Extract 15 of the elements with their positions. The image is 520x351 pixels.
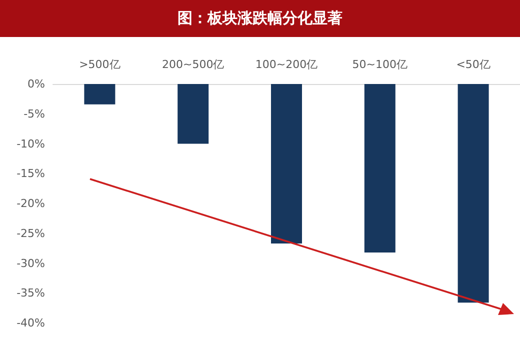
x-tick-label: <50亿	[456, 58, 490, 71]
x-tick-label: 50~100亿	[352, 58, 408, 71]
x-tick-label: >500亿	[79, 58, 120, 71]
x-tick-label: 100~200亿	[255, 58, 318, 71]
x-tick-label: 200~500亿	[162, 58, 224, 71]
y-tick-label: -40%	[16, 316, 45, 330]
y-tick-label: -5%	[24, 107, 45, 120]
y-tick-label: -35%	[16, 286, 45, 300]
y-tick-label: -10%	[16, 137, 45, 150]
y-tick-label: -25%	[16, 226, 45, 240]
y-tick-label: -30%	[16, 256, 45, 270]
y-tick-label: 0%	[28, 78, 45, 90]
chart-title: 图：板块涨跌幅分化显著	[0, 0, 520, 37]
y-tick-label: -20%	[16, 197, 45, 210]
y-tick-label: -15%	[16, 167, 45, 180]
